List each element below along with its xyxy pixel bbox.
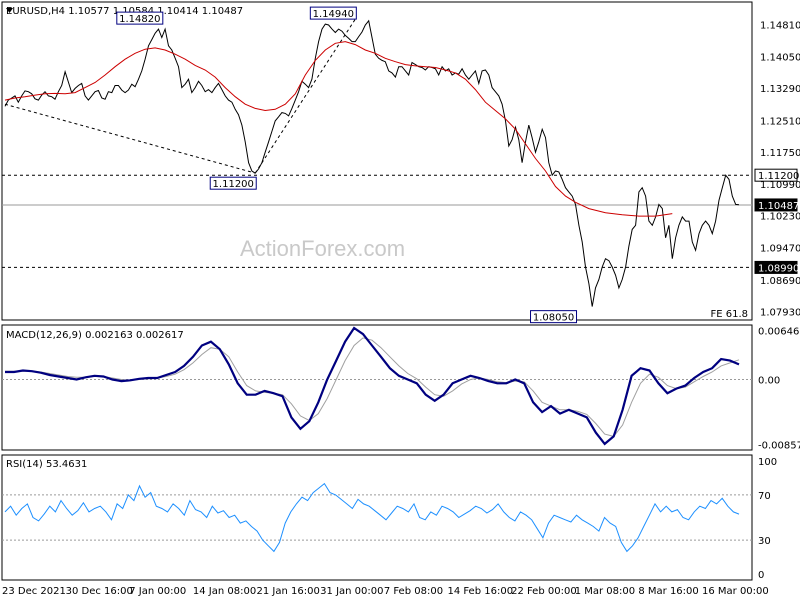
support-price-text: 1.08990	[758, 263, 799, 274]
fibonacci-extension-label: FE 61.8	[710, 309, 748, 320]
rsi-title: RSI(14) 53.4631	[6, 459, 87, 470]
resistance-price-label: 1.11200	[754, 168, 799, 182]
x-tick-label: 23 Dec 2021	[2, 586, 66, 597]
x-tick-label: 31 Jan 00:00	[320, 586, 383, 597]
macd-title: MACD(12,26,9) 0.002163 0.002617	[6, 330, 184, 341]
resistance-price-text: 1.11200	[758, 171, 799, 182]
macd-panel: MACD(12,26,9) 0.002163 0.002617 0.006468…	[1, 324, 800, 452]
rsi-panel-frame	[1, 454, 753, 581]
x-tick-label: 7 Feb 08:00	[384, 586, 443, 597]
y-tick-label: 1.11750	[760, 148, 800, 159]
trendline-1	[4, 103, 256, 174]
rsi-panel: RSI(14) 53.4631 100 70 30 0	[1, 454, 777, 581]
macd-y-axis: 0.006468 0.00 -0.008573	[758, 327, 800, 452]
y-tick-label: 1.07930	[760, 308, 800, 319]
annotation-low-2-text: 1.08050	[533, 313, 574, 324]
annotation-high-2: 1.14940	[309, 6, 357, 20]
watermark: ActionForex.com	[240, 236, 405, 261]
main-panel: ActionForex.com EURUSD,H4 1.10577 1.1058…	[1, 1, 800, 324]
x-tick-label: 14 Jan 08:00	[193, 586, 256, 597]
trendline-2	[254, 18, 356, 174]
main-panel-frame	[1, 1, 753, 321]
rsi-y-tick-label: 30	[758, 536, 771, 547]
rsi-y-tick-label: 70	[758, 491, 771, 502]
y-tick-label: 1.09470	[760, 243, 800, 254]
current-price-label: 1.10487	[754, 198, 799, 212]
annotation-low-1: 1.11200	[209, 176, 257, 190]
x-tick-label: 7 Jan 00:00	[129, 586, 186, 597]
x-tick-label: 14 Feb 16:00	[447, 586, 513, 597]
main-chart-title: EURUSD,H4 1.10577 1.10584 1.10414 1.1048…	[6, 6, 243, 17]
macd-main-line	[5, 326, 740, 446]
rsi-y-axis: 100 70 30 0	[758, 457, 777, 581]
y-tick-label: 1.13290	[760, 84, 800, 95]
support-price-label: 1.08990	[754, 260, 799, 274]
annotation-low-1-text: 1.11200	[213, 179, 254, 190]
macd-y-tick-label: 0.006468	[758, 327, 800, 338]
rsi-y-tick-label: 0	[758, 570, 764, 581]
x-tick-label: 22 Feb 00:00	[511, 586, 577, 597]
x-tick-label: 16 Mar 00:00	[702, 586, 769, 597]
rsi-line	[4, 482, 740, 553]
macd-y-tick-label: 0.00	[758, 376, 780, 387]
macd-panel-frame	[1, 324, 753, 451]
x-tick-label: 1 Mar 08:00	[575, 586, 635, 597]
annotation-high-2-text: 1.14940	[313, 9, 354, 20]
x-tick-label: 30 Dec 16:00	[66, 586, 133, 597]
x-tick-label: 21 Jan 16:00	[257, 586, 320, 597]
y-tick-label: 1.12510	[760, 117, 800, 128]
macd-y-tick-label: -0.008573	[758, 440, 800, 451]
price-series-line	[4, 19, 740, 307]
y-tick-label: 1.10230	[760, 212, 800, 223]
annotation-low-2: 1.08050	[530, 310, 578, 324]
x-axis: 23 Dec 2021 30 Dec 16:00 7 Jan 00:00 14 …	[2, 586, 769, 597]
y-tick-label: 1.14810	[760, 21, 800, 32]
y-tick-label: 1.14050	[760, 52, 800, 63]
y-tick-label: 1.08690	[760, 276, 800, 287]
annotation-high-1: 1.14820	[116, 11, 164, 25]
caret-down-icon	[6, 8, 13, 13]
y-tick-label: 1.10990	[760, 180, 800, 191]
annotation-high-1-text: 1.14820	[119, 14, 160, 25]
main-y-axis: 1.14810 1.14050 1.13290 1.12510 1.11750 …	[760, 21, 800, 319]
rsi-y-tick-label: 100	[758, 457, 777, 468]
x-tick-label: 8 Mar 16:00	[638, 586, 698, 597]
moving-average-line	[4, 41, 673, 217]
current-price-text: 1.10487	[758, 201, 799, 212]
